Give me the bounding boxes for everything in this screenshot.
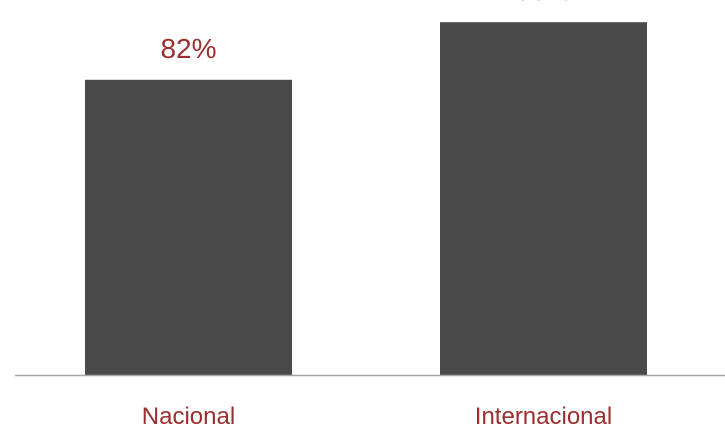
- data-label-nacional: 82%: [160, 33, 216, 64]
- category-label-nacional: Nacional: [142, 403, 235, 429]
- bar-internacional: [440, 22, 647, 375]
- data-labels-group: 82% 98%: [160, 0, 571, 64]
- data-label-internacional: 98%: [515, 0, 571, 6]
- bars-group: [85, 22, 647, 376]
- category-labels-group: Nacional Internacional: [142, 403, 612, 430]
- category-label-internacional: Internacional: [475, 403, 612, 429]
- bar-nacional: [85, 79, 292, 376]
